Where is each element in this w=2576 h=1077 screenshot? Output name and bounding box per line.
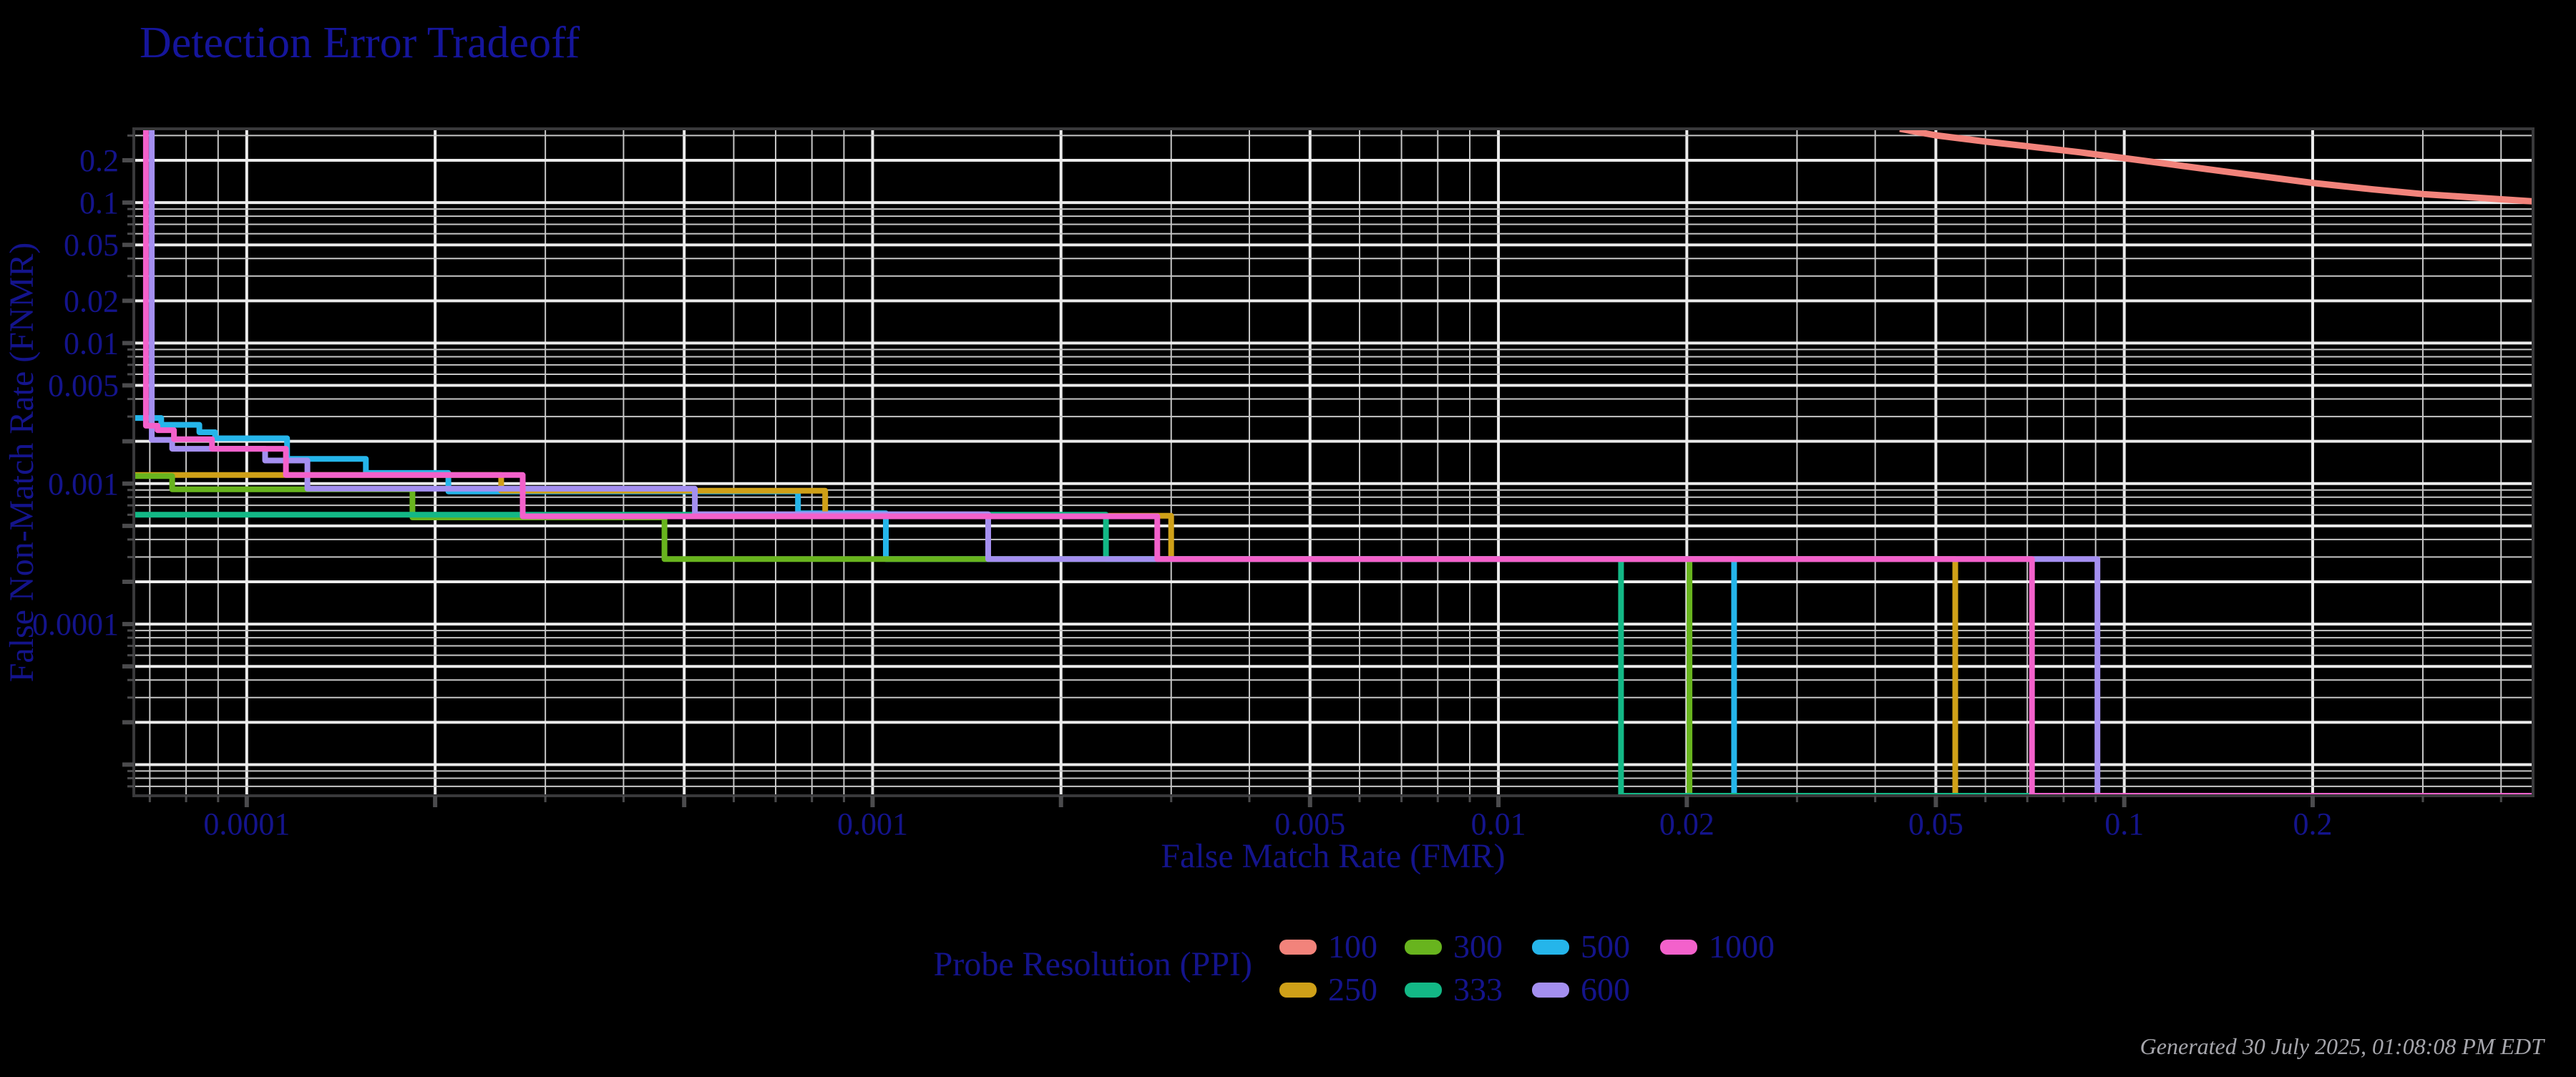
legend-item-250: 250 xyxy=(1279,973,1377,1006)
x-tick-label: 0.001 xyxy=(837,806,908,842)
y-tick-label: 0.2 xyxy=(79,143,119,178)
series-line-1000 xyxy=(142,129,2533,796)
series-curves xyxy=(134,129,2533,796)
generated-timestamp: Generated 30 July 2025, 01:08:08 PM EDT xyxy=(2140,1033,2544,1059)
legend-label: 600 xyxy=(1581,971,1630,1008)
series-line-250 xyxy=(134,472,2533,796)
legend-item-1000: 1000 xyxy=(1660,930,1775,963)
legend-label: 250 xyxy=(1328,971,1377,1008)
y-tick-label: 0.05 xyxy=(64,228,119,263)
legend-item-500: 500 xyxy=(1532,930,1630,963)
legend-item-333: 333 xyxy=(1405,973,1503,1006)
legend-label: 300 xyxy=(1453,928,1503,965)
x-tick-label: 0.02 xyxy=(1659,806,1714,842)
legend-swatch-333 xyxy=(1405,982,1442,998)
y-tick-label: 0.1 xyxy=(79,185,119,220)
x-tick-label: 0.0001 xyxy=(203,806,290,842)
y-tick-label: 0.005 xyxy=(48,369,119,404)
axis-ticks xyxy=(122,134,2502,807)
series-line-100 xyxy=(1899,129,2533,205)
legend-item-300: 300 xyxy=(1405,930,1503,963)
legend-title: Probe Resolution (PPI) xyxy=(933,945,1252,983)
legend-swatch-500 xyxy=(1532,939,1569,955)
y-axis-title: False Non-Match Rate (FNMR) xyxy=(3,243,41,683)
x-tick-label: 0.1 xyxy=(2104,806,2144,842)
legend-label: 333 xyxy=(1453,971,1503,1008)
legend-label: 100 xyxy=(1328,928,1377,965)
legend-swatch-300 xyxy=(1405,939,1442,955)
legend-label: 1000 xyxy=(1709,928,1775,965)
x-axis-title: False Match Rate (FMR) xyxy=(1161,837,1505,875)
legend-swatch-1000 xyxy=(1660,939,1697,955)
x-tick-label: 0.2 xyxy=(2293,806,2332,842)
plot-frame xyxy=(132,127,2534,797)
x-tick-label: 0.01 xyxy=(1471,806,1526,842)
x-tick-label: 0.005 xyxy=(1274,806,1345,842)
series-line-600 xyxy=(149,129,2533,796)
y-tick-label: 0.001 xyxy=(48,467,119,502)
legend-label: 500 xyxy=(1581,928,1630,965)
y-tick-label: 0.01 xyxy=(64,326,119,361)
y-tick-label: 0.02 xyxy=(64,283,119,318)
legend-swatch-600 xyxy=(1532,982,1569,998)
legend-item-600: 600 xyxy=(1532,973,1630,1006)
series-line-500 xyxy=(134,415,2533,796)
legend-swatch-250 xyxy=(1279,982,1317,998)
legend-item-100: 100 xyxy=(1279,930,1377,963)
series-line-300 xyxy=(134,473,2533,796)
legend: Probe Resolution (PPI) 100 300 500 1000 250 3… xyxy=(880,923,1953,1023)
x-tick-label: 0.05 xyxy=(1908,806,1963,842)
grid-lines xyxy=(134,129,2533,796)
legend-swatch-100 xyxy=(1279,939,1317,955)
chart-title: Detection Error Tradeoff xyxy=(140,19,580,67)
y-tick-label: 0.0001 xyxy=(32,607,119,642)
axis-tick-labels: 0.0001 0.001 0.005 0.01 0.02 0.05 0.1 0.2 0.2 0.1… xyxy=(32,143,2332,842)
